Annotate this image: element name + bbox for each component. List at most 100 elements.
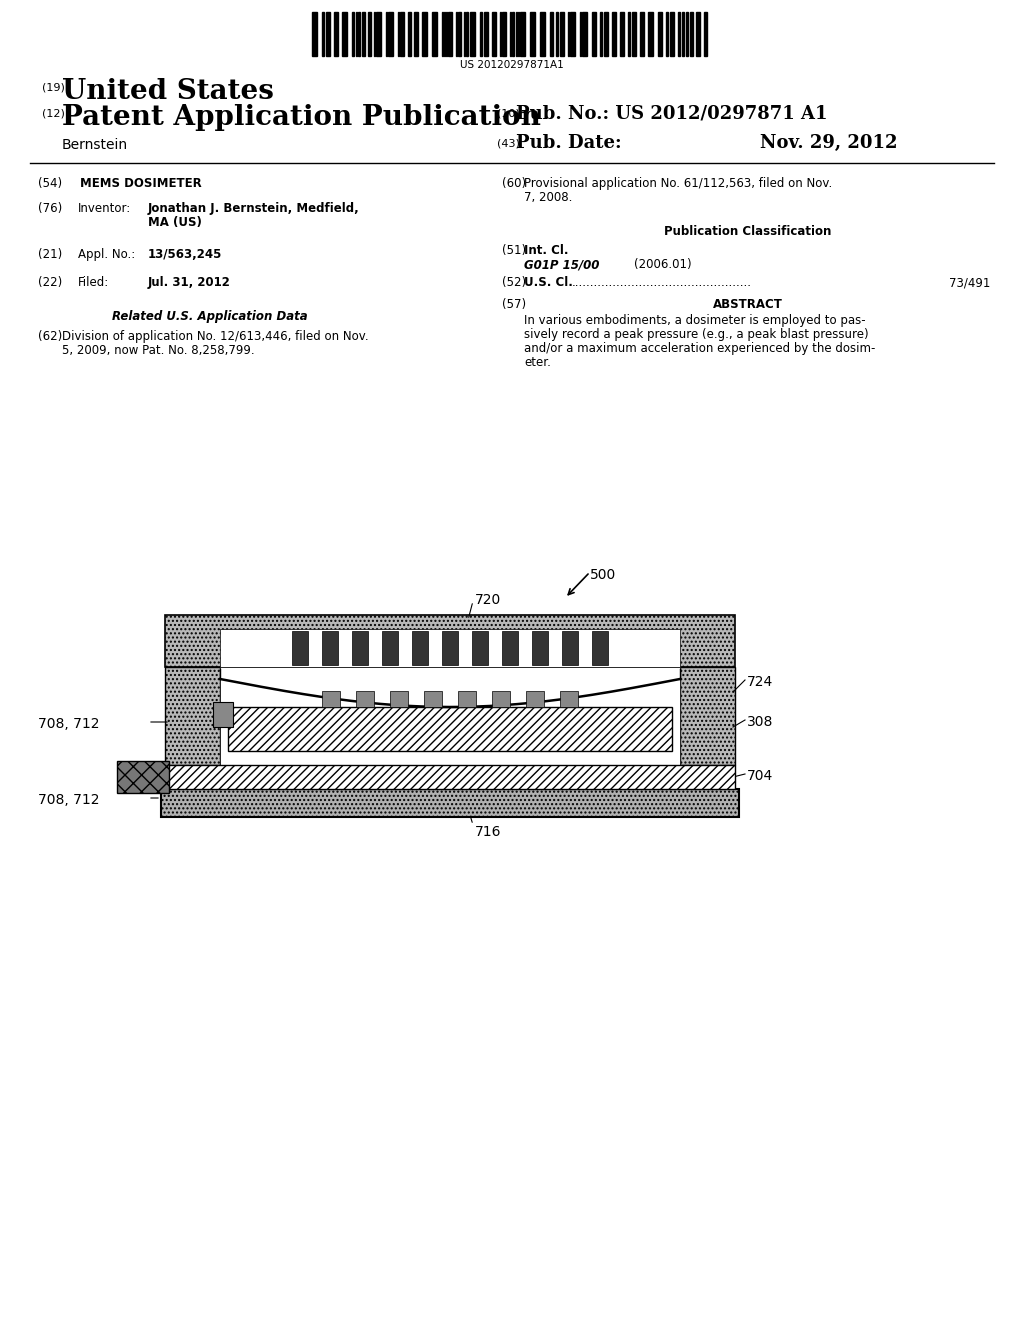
Bar — [492, 690, 510, 708]
Text: (57): (57) — [502, 298, 526, 312]
Text: MEMS DOSIMETER: MEMS DOSIMETER — [80, 177, 202, 190]
Bar — [117, 762, 169, 793]
Bar — [502, 12, 506, 55]
Bar — [334, 12, 338, 55]
Bar — [532, 631, 548, 665]
Text: Jonathan J. Bernstein, Medfield,: Jonathan J. Bernstein, Medfield, — [148, 202, 359, 215]
Bar — [560, 690, 578, 708]
Bar — [582, 12, 587, 55]
Text: 708, 712: 708, 712 — [38, 717, 99, 731]
Bar — [512, 12, 514, 55]
Bar — [382, 631, 398, 665]
Text: (60): (60) — [502, 177, 526, 190]
Text: Pub. Date:: Pub. Date: — [516, 135, 622, 152]
Bar — [520, 12, 525, 55]
Text: 708, 712: 708, 712 — [38, 793, 99, 807]
Text: Appl. No.:: Appl. No.: — [78, 248, 135, 261]
Text: 500: 500 — [590, 568, 616, 582]
Bar — [458, 12, 461, 55]
Bar — [422, 12, 427, 55]
Text: (19): (19) — [42, 82, 65, 92]
Text: (21): (21) — [38, 248, 62, 261]
Bar — [368, 12, 371, 55]
Bar — [678, 12, 680, 55]
Text: U.S. Cl.: U.S. Cl. — [524, 276, 572, 289]
Text: Filed:: Filed: — [78, 276, 110, 289]
Bar — [705, 12, 707, 55]
Text: Patent Application Publication: Patent Application Publication — [62, 104, 541, 131]
Text: (52): (52) — [502, 276, 526, 289]
Bar — [530, 12, 535, 55]
Text: 13/563,245: 13/563,245 — [148, 248, 222, 261]
Bar — [484, 12, 488, 55]
Bar — [449, 12, 452, 55]
Bar — [424, 690, 442, 708]
Bar — [680, 667, 735, 766]
Bar — [658, 12, 662, 55]
Text: (54): (54) — [38, 177, 62, 190]
Bar — [213, 702, 233, 727]
Bar — [628, 12, 630, 55]
Text: (12): (12) — [42, 108, 65, 117]
Text: ................................................: ........................................… — [572, 276, 752, 289]
Bar — [414, 12, 418, 55]
Bar — [220, 630, 680, 667]
Text: G01P 15/00: G01P 15/00 — [524, 257, 599, 271]
Bar — [592, 631, 608, 665]
Bar — [352, 12, 354, 55]
Bar — [165, 766, 735, 789]
Bar — [228, 708, 672, 751]
Bar — [666, 12, 668, 55]
Bar — [632, 12, 636, 55]
Bar — [322, 631, 338, 665]
Bar — [412, 631, 428, 665]
Bar — [165, 615, 735, 667]
Text: sively record a peak pressure (e.g., a peak blast pressure): sively record a peak pressure (e.g., a p… — [524, 327, 868, 341]
Bar — [604, 12, 608, 55]
Bar — [690, 12, 693, 55]
Bar — [220, 667, 680, 766]
Text: Division of application No. 12/613,446, filed on Nov.: Division of application No. 12/613,446, … — [62, 330, 369, 343]
Text: Pub. No.: US 2012/0297871 A1: Pub. No.: US 2012/0297871 A1 — [516, 104, 827, 121]
Text: 704: 704 — [746, 770, 773, 783]
Text: Provisional application No. 61/112,563, filed on Nov.: Provisional application No. 61/112,563, … — [524, 177, 833, 190]
Bar — [326, 12, 330, 55]
Text: 7, 2008.: 7, 2008. — [524, 191, 572, 205]
Text: (43): (43) — [497, 139, 520, 148]
Bar — [640, 12, 644, 55]
Text: (76): (76) — [38, 202, 62, 215]
Bar — [400, 12, 404, 55]
Bar — [358, 12, 360, 55]
Text: US 20120297871A1: US 20120297871A1 — [460, 59, 564, 70]
Bar — [502, 631, 518, 665]
Text: (22): (22) — [38, 276, 62, 289]
Text: In various embodiments, a dosimeter is employed to pas-: In various embodiments, a dosimeter is e… — [524, 314, 865, 327]
Text: (51): (51) — [502, 244, 526, 257]
Text: eter.: eter. — [524, 356, 551, 370]
Text: Bernstein: Bernstein — [62, 139, 128, 152]
Bar — [682, 12, 684, 55]
Text: MA (US): MA (US) — [148, 216, 202, 228]
Bar — [408, 12, 411, 55]
Text: Related U.S. Application Data: Related U.S. Application Data — [113, 310, 308, 323]
Text: Int. Cl.: Int. Cl. — [524, 244, 568, 257]
Text: 724: 724 — [746, 675, 773, 689]
Bar — [600, 12, 602, 55]
Text: 720: 720 — [475, 593, 502, 607]
Bar — [322, 12, 324, 55]
Bar — [526, 690, 544, 708]
Bar — [540, 12, 545, 55]
Bar — [670, 12, 674, 55]
Text: (62): (62) — [38, 330, 62, 343]
Bar — [161, 789, 739, 817]
Bar — [560, 12, 564, 55]
Bar — [362, 12, 365, 55]
Bar — [352, 631, 368, 665]
Bar — [342, 12, 347, 55]
Text: (2006.01): (2006.01) — [634, 257, 691, 271]
Bar — [165, 667, 220, 766]
Text: ABSTRACT: ABSTRACT — [713, 298, 783, 312]
Bar — [696, 12, 700, 55]
Bar — [612, 12, 616, 55]
Bar — [620, 12, 624, 55]
